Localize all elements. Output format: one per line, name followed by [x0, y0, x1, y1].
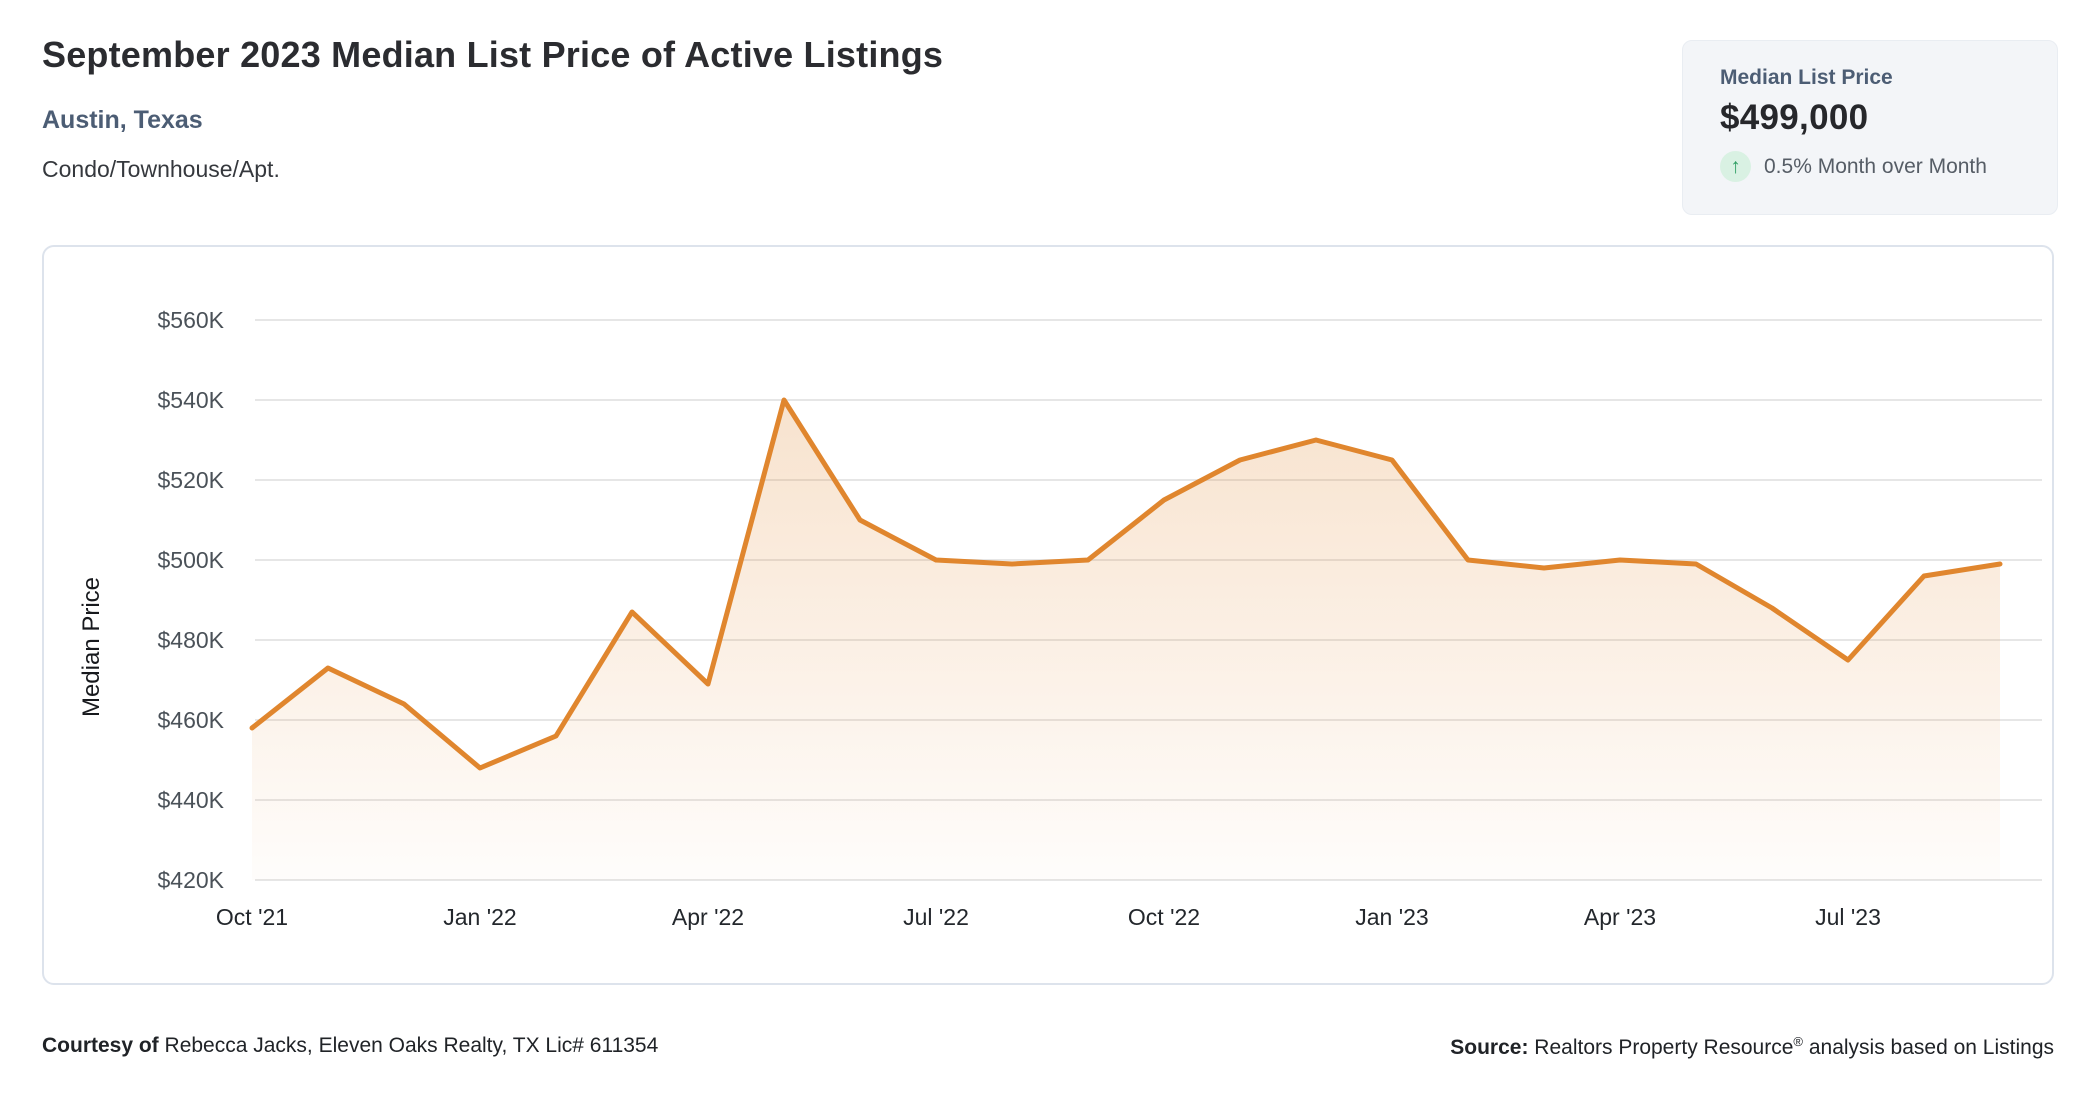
- source-text-post: analysis based on Listings: [1808, 1036, 2054, 1059]
- y-tick-label: $440K: [157, 787, 224, 813]
- price-line: [249, 397, 2003, 771]
- courtesy-line: Courtesy of Rebecca Jacks, Eleven Oaks R…: [42, 1034, 658, 1058]
- courtesy-text: Rebecca Jacks, Eleven Oaks Realty, TX Li…: [164, 1034, 659, 1057]
- source-text: Realtors Property Resource: [1534, 1036, 1794, 1059]
- courtesy-label: Courtesy of: [42, 1034, 159, 1057]
- y-axis-title: Median Price: [78, 577, 105, 717]
- x-tick-label: Apr '22: [672, 904, 744, 930]
- y-tick-label: $420K: [157, 867, 224, 893]
- y-tick-label: $520K: [157, 467, 224, 493]
- arrow-up-icon: ↑: [1720, 151, 1751, 182]
- y-tick-label: $460K: [157, 707, 224, 733]
- change-text: 0.5% Month over Month: [1764, 154, 1987, 178]
- x-tick-label: Jan '23: [1355, 904, 1428, 930]
- x-tick-label: Jan '22: [443, 904, 516, 930]
- median-list-price-value: $499,000: [1720, 98, 1869, 137]
- y-tick-label: $560K: [157, 307, 224, 333]
- month-over-month-change: ↑ 0.5% Month over Month: [1720, 151, 2057, 182]
- registered-mark: ®: [1793, 1034, 1803, 1049]
- property-type-label: Condo/Townhouse/Apt.: [42, 156, 280, 182]
- x-tick-label: Jul '23: [1815, 904, 1881, 930]
- source-line: Source: Realtors Property Resource® anal…: [1450, 1034, 2054, 1060]
- x-tick-label: Apr '23: [1584, 904, 1656, 930]
- chart-card: $560K $540K $520K $500K $480K $460K $440K $420K…: [42, 245, 2054, 985]
- x-tick-label: Oct '22: [1128, 904, 1200, 930]
- y-tick-label: $480K: [157, 627, 224, 653]
- y-tick-label: $540K: [157, 387, 224, 413]
- page-title: September 2023 Median List Price of Acti…: [42, 34, 944, 75]
- area-fill: [252, 400, 2000, 880]
- x-tick-label: Jul '22: [903, 904, 969, 930]
- y-tick-label: $500K: [157, 547, 224, 573]
- x-tick-label: Oct '21: [216, 904, 288, 930]
- median-list-price-card: Median List Price $499,000 ↑ 0.5% Month …: [1682, 40, 2058, 215]
- location-subtitle: Austin, Texas: [42, 106, 203, 134]
- summary-card-label: Median List Price: [1720, 66, 1893, 89]
- median-price-area-chart: $560K $540K $520K $500K $480K $460K $440K $420K…: [78, 307, 2042, 930]
- source-label: Source:: [1450, 1036, 1529, 1059]
